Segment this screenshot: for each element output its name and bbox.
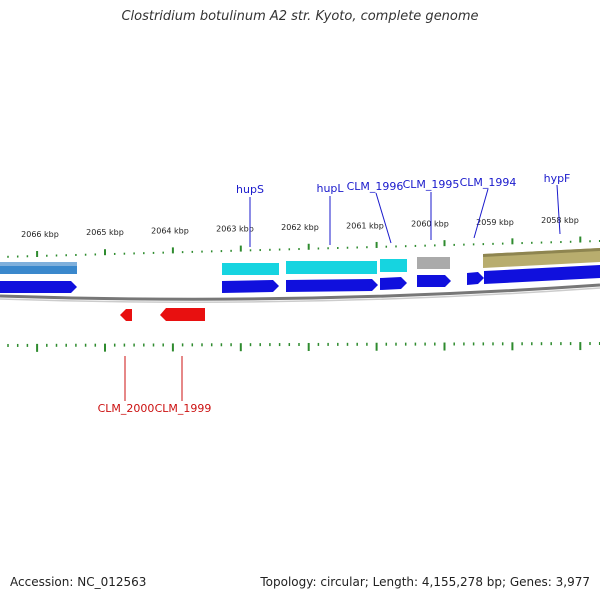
ruler-labels: 2066 kbp 2065 kbp 2064 kbp 2063 kbp 2062 kbp…	[21, 216, 579, 239]
cds-forward[interactable]	[0, 281, 77, 293]
ruler-label: 2059 kbp	[476, 218, 514, 227]
ruler-label: 2066 kbp	[21, 230, 59, 239]
cds-forward[interactable]	[467, 272, 484, 285]
ruler-label: 2058 kbp	[541, 216, 579, 225]
gene-label-clm-1999[interactable]: CLM_1999	[155, 402, 212, 415]
cds-forward[interactable]	[222, 280, 279, 293]
feature-bar-gray[interactable]	[417, 257, 450, 269]
feature-bar-cyan[interactable]	[380, 259, 407, 272]
map-title: Clostridium botulinum A2 str. Kyoto, com…	[121, 9, 479, 24]
genome-summary-text: Topology: circular; Length: 4,155,278 bp…	[260, 575, 590, 589]
feature-track	[0, 248, 600, 275]
gene-label-hupL[interactable]: hupL	[316, 182, 344, 195]
genome-backbone-shadow	[0, 287, 600, 303]
ruler-ticks-top	[7, 236, 600, 258]
ruler-label: 2064 kbp	[151, 226, 189, 235]
gene-labels: hupS hupL CLM_1996 CLM_1995 CLM_1994 hyp…	[98, 172, 571, 415]
label-leaders	[124, 184, 561, 401]
cds-forward[interactable]	[286, 279, 378, 292]
genome-backbone	[0, 283, 600, 301]
cds-forward[interactable]	[380, 277, 407, 290]
accession-text: Accession: NC_012563	[10, 575, 147, 589]
ruler-label: 2063 kbp	[216, 225, 254, 234]
ruler-label: 2060 kbp	[411, 220, 449, 229]
ruler-label: 2061 kbp	[346, 221, 384, 230]
feature-bar-blue-shade	[0, 262, 77, 266]
gene-label-clm-1996[interactable]: CLM_1996	[347, 180, 404, 193]
gene-label-clm-2000[interactable]: CLM_2000	[98, 402, 155, 415]
feature-bar-cyan[interactable]	[222, 263, 279, 275]
gene-label-clm-1994[interactable]: CLM_1994	[460, 176, 517, 189]
cds-reverse[interactable]	[120, 309, 132, 321]
cds-forward[interactable]	[417, 275, 451, 287]
gene-label-hupS[interactable]: hupS	[236, 183, 264, 196]
forward-cds-track	[0, 265, 600, 293]
cds-reverse[interactable]	[160, 308, 205, 321]
gene-label-hypf[interactable]: hypF	[544, 172, 571, 185]
ruler-label: 2065 kbp	[86, 228, 124, 237]
gene-label-clm-1995[interactable]: CLM_1995	[403, 178, 460, 191]
ruler-ticks-bottom	[7, 342, 600, 352]
ruler-label: 2062 kbp	[281, 223, 319, 232]
feature-bar-cyan[interactable]	[286, 261, 377, 274]
reverse-cds-track	[120, 308, 205, 321]
cds-forward[interactable]	[484, 265, 600, 284]
feature-bar-olive-shade	[483, 248, 600, 257]
